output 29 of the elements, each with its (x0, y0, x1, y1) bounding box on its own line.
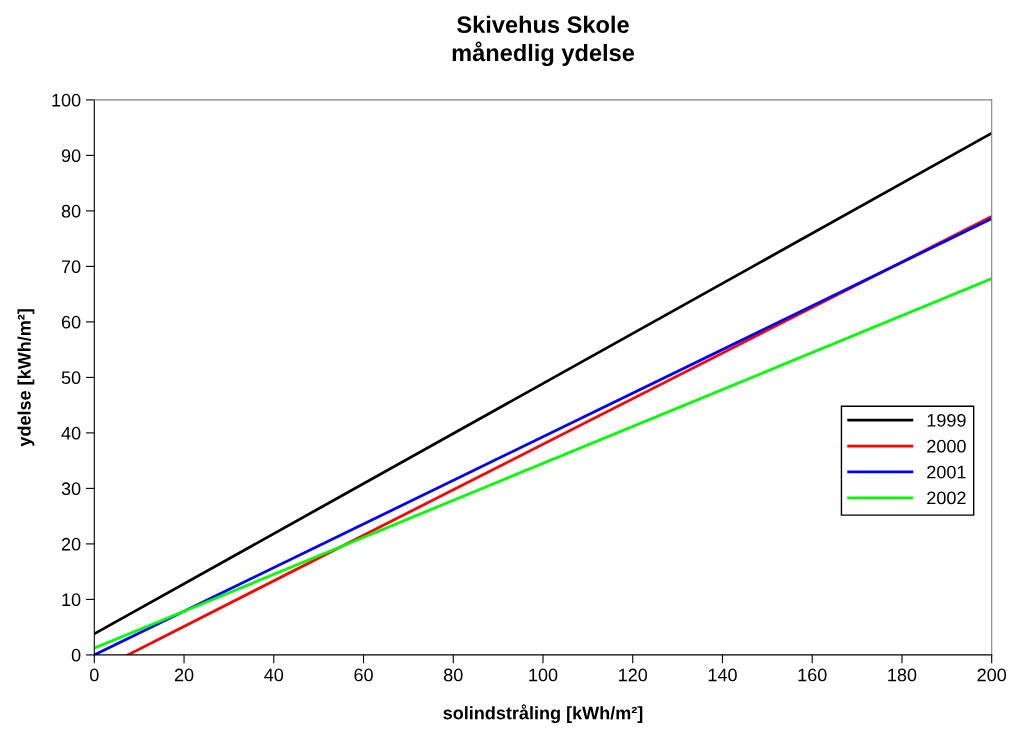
x-tick-label: 80 (444, 668, 463, 682)
x-axis-title: solindstråling [kWh/m²] (443, 704, 643, 724)
legend-label: 2002 (927, 491, 966, 505)
legend-label: 1999 (927, 413, 966, 427)
legend-label: 2001 (927, 465, 966, 479)
y-tick-label: 90 (61, 149, 81, 163)
legend-label: 2000 (927, 439, 966, 453)
chart-title: Skivehus Skole månedlig ydelse (452, 15, 635, 67)
y-tick-label: 40 (61, 426, 81, 440)
x-tick-label: 100 (529, 668, 558, 682)
y-tick-label: 60 (61, 315, 81, 329)
x-tick-label: 60 (354, 668, 373, 682)
x-tick-label: 200 (977, 668, 1007, 682)
y-tick-label: 80 (61, 204, 81, 218)
x-tick-label: 0 (89, 668, 99, 682)
y-tick-label: 50 (61, 371, 81, 385)
x-tick-label: 180 (888, 668, 917, 682)
y-tick-label: 0 (71, 648, 81, 662)
x-tick-label: 40 (264, 668, 284, 682)
y-tick-label: 20 (61, 537, 81, 551)
y-axis-title: ydelse [kWh/m²] (17, 309, 35, 447)
y-tick-label: 70 (61, 260, 81, 274)
y-tick-label: 100 (52, 93, 81, 107)
y-tick-label: 30 (61, 482, 81, 496)
x-tick-label: 160 (798, 668, 827, 682)
x-tick-label: 140 (708, 668, 737, 682)
x-tick-label: 20 (174, 668, 194, 682)
y-tick-label: 10 (62, 593, 81, 607)
x-tick-label: 120 (619, 668, 648, 682)
